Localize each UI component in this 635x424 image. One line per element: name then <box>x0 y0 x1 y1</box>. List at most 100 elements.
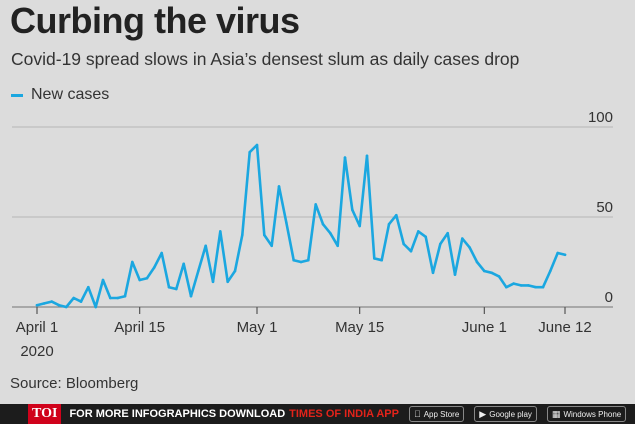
google-play-label: Google play <box>482 409 532 419</box>
data-point <box>167 285 171 289</box>
source-note: Source: Bloomberg <box>10 375 139 392</box>
toi-logo[interactable]: TOI <box>28 404 62 424</box>
data-point <box>79 300 83 303</box>
data-point <box>270 244 274 248</box>
data-point <box>358 224 362 228</box>
data-point <box>439 242 442 246</box>
data-point <box>307 258 310 262</box>
data-point <box>131 260 134 264</box>
data-point <box>175 287 178 291</box>
data-point <box>153 266 156 269</box>
app-store-label: App Store <box>416 409 460 419</box>
data-point <box>285 221 288 224</box>
data-point <box>483 269 486 273</box>
chart-subtitle: Covid-19 spread slows in Asia’s densest … <box>11 49 520 69</box>
data-point <box>299 260 303 264</box>
data-point <box>50 300 53 303</box>
data-point <box>65 305 68 309</box>
data-point <box>512 282 515 285</box>
windows-phone-badge[interactable]: ▦ Windows Phone <box>545 406 627 422</box>
x-tick-label-2: May 1 <box>237 319 278 336</box>
data-point <box>446 231 450 235</box>
data-point <box>211 280 215 284</box>
footer-brand[interactable]: TIMES OF INDIA APP <box>289 408 399 420</box>
data-point <box>219 230 222 233</box>
data-point <box>277 185 281 188</box>
data-point <box>189 294 193 298</box>
data-point <box>314 203 318 206</box>
app-store-badge[interactable]: App Store <box>408 406 465 422</box>
series-line-new-cases <box>35 143 567 309</box>
footer-text: FOR MORE INFOGRAPHICS DOWNLOAD <box>69 408 286 420</box>
data-point <box>292 258 296 262</box>
data-point <box>87 285 90 289</box>
data-point <box>72 296 75 300</box>
data-point <box>468 246 472 249</box>
data-point <box>549 269 552 273</box>
data-point <box>160 251 163 255</box>
x-tick-label-5: June 12 <box>538 319 591 336</box>
footer-bar: TOI FOR MORE INFOGRAPHICS DOWNLOAD TIMES… <box>0 404 635 424</box>
data-point <box>263 233 266 237</box>
data-point <box>94 305 97 309</box>
data-point <box>453 273 457 276</box>
data-point <box>57 303 61 307</box>
data-point <box>101 278 105 282</box>
x-tick-label-3: May 15 <box>335 319 384 336</box>
data-point <box>431 271 435 275</box>
data-point <box>497 275 501 278</box>
x-tick-label-1: April 15 <box>114 319 165 336</box>
data-point <box>329 231 332 235</box>
data-point <box>204 244 207 248</box>
data-point <box>387 222 391 226</box>
data-point <box>417 230 420 233</box>
data-point <box>490 271 494 275</box>
data-point <box>145 276 149 280</box>
y-tick-label-100: 100 <box>588 109 613 126</box>
legend: New cases <box>11 86 109 104</box>
x-tick-label-year: 2020 <box>20 343 53 360</box>
data-point <box>519 284 523 287</box>
data-point <box>563 253 567 257</box>
data-point <box>505 285 508 289</box>
windows-phone-label: Windows Phone <box>556 409 621 419</box>
data-point <box>43 302 46 305</box>
data-point <box>409 249 413 253</box>
data-point <box>116 296 119 300</box>
data-point <box>226 280 229 284</box>
data-point <box>321 222 325 226</box>
data-point <box>182 262 185 266</box>
data-point <box>336 244 340 248</box>
y-tick-label-50: 50 <box>596 199 613 216</box>
data-point <box>248 150 251 154</box>
chart-title: Curbing the virus <box>10 0 300 41</box>
legend-swatch <box>11 93 23 97</box>
data-point <box>556 251 559 255</box>
google-play-badge[interactable]: ▶ Google play <box>474 406 537 422</box>
apple-icon:  <box>414 409 421 419</box>
data-point <box>351 208 354 212</box>
data-point <box>255 143 259 147</box>
data-point <box>343 156 347 159</box>
data-point <box>373 257 376 260</box>
data-point <box>233 269 237 273</box>
data-point <box>461 237 464 240</box>
data-point <box>424 235 428 239</box>
data-point <box>395 213 398 217</box>
x-tick-label-4: June 1 <box>462 319 507 336</box>
data-point <box>138 278 141 282</box>
play-icon: ▶ <box>472 408 486 419</box>
windows-icon: ▦ <box>545 408 561 419</box>
data-point <box>123 294 127 298</box>
data-point <box>534 285 537 289</box>
data-point <box>475 260 479 264</box>
data-point <box>365 154 369 158</box>
data-point <box>402 242 406 246</box>
data-point <box>541 285 545 289</box>
data-point <box>197 269 200 273</box>
line-chart: 100 50 0 April 1 April 15 May 1 May 15 June 1 Ju… <box>12 109 613 360</box>
legend-label: New cases <box>31 86 110 103</box>
data-point <box>35 303 39 307</box>
data-point <box>109 296 112 300</box>
data-point <box>380 258 384 262</box>
